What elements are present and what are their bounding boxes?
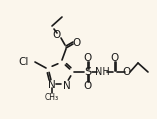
Text: Cl: Cl [19, 57, 29, 67]
Text: S: S [84, 67, 92, 77]
Text: NH: NH [95, 67, 109, 77]
Text: O: O [123, 67, 131, 77]
Text: O: O [84, 53, 92, 63]
Text: O: O [53, 30, 61, 40]
Text: N: N [48, 80, 56, 90]
Text: O: O [84, 81, 92, 91]
Text: O: O [73, 38, 81, 48]
Text: N: N [63, 81, 71, 91]
Text: O: O [111, 53, 119, 63]
Text: CH₃: CH₃ [45, 92, 59, 102]
